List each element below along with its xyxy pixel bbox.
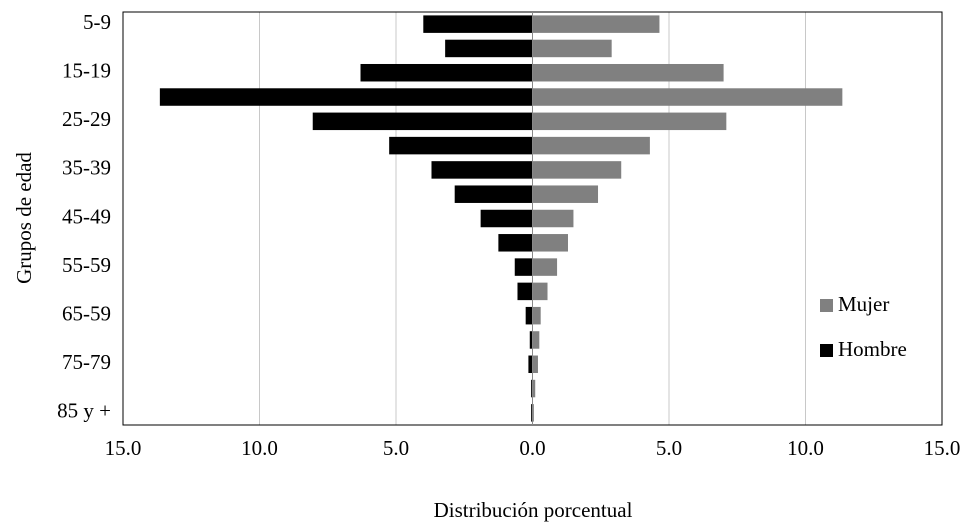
bar bbox=[528, 355, 533, 374]
y-tick-label: 25-29 bbox=[62, 107, 111, 131]
bar bbox=[531, 379, 533, 398]
y-tick-label: 35-39 bbox=[62, 156, 111, 180]
y-tick-label: 65-59 bbox=[62, 301, 111, 325]
legend-label: Mujer bbox=[838, 292, 889, 316]
y-tick-label: 75-79 bbox=[62, 350, 111, 374]
bar bbox=[532, 209, 574, 228]
y-tick-label: 45-49 bbox=[62, 204, 111, 228]
legend-swatch bbox=[820, 344, 833, 357]
bar bbox=[532, 63, 724, 82]
x-tick-label: 10.0 bbox=[241, 436, 278, 460]
bar bbox=[480, 209, 533, 228]
bar bbox=[532, 258, 558, 276]
bar bbox=[532, 185, 599, 203]
bar bbox=[529, 331, 533, 349]
bar bbox=[532, 282, 548, 301]
bar bbox=[532, 136, 650, 155]
x-tick-label: 5.0 bbox=[656, 436, 682, 460]
bar bbox=[532, 112, 727, 131]
bar bbox=[532, 379, 536, 398]
bar bbox=[514, 258, 533, 276]
bar bbox=[431, 161, 533, 179]
bar bbox=[454, 185, 533, 203]
bar bbox=[525, 306, 533, 325]
x-tick-label: 0.0 bbox=[519, 436, 545, 460]
bar bbox=[532, 306, 541, 325]
bar bbox=[531, 404, 533, 422]
bar bbox=[389, 136, 533, 155]
bar bbox=[532, 15, 660, 33]
bar bbox=[532, 355, 538, 374]
y-tick-label: 55-59 bbox=[62, 253, 111, 277]
legend-swatch bbox=[820, 299, 833, 312]
bar bbox=[423, 15, 533, 33]
y-axis-label: Grupos de edad bbox=[12, 152, 36, 284]
bar bbox=[532, 39, 612, 58]
legend-label: Hombre bbox=[838, 337, 907, 361]
bar bbox=[532, 234, 568, 252]
bar bbox=[498, 234, 533, 252]
y-tick-label: 85 y + bbox=[57, 399, 111, 423]
y-tick-label: 5-9 bbox=[83, 10, 111, 34]
bar bbox=[532, 88, 843, 106]
x-tick-label: 5.0 bbox=[383, 436, 409, 460]
y-tick-label: 15-19 bbox=[62, 59, 111, 83]
x-axis-label: Distribución porcentual bbox=[434, 498, 633, 522]
bar bbox=[517, 282, 533, 301]
x-tick-label: 15.0 bbox=[924, 436, 961, 460]
bar bbox=[532, 404, 534, 422]
bar bbox=[532, 161, 622, 179]
bar bbox=[360, 63, 533, 82]
bar bbox=[445, 39, 533, 58]
bar bbox=[532, 331, 540, 349]
x-tick-label: 15.0 bbox=[105, 436, 142, 460]
bar bbox=[159, 88, 533, 106]
bar bbox=[312, 112, 533, 131]
x-tick-label: 10.0 bbox=[787, 436, 824, 460]
